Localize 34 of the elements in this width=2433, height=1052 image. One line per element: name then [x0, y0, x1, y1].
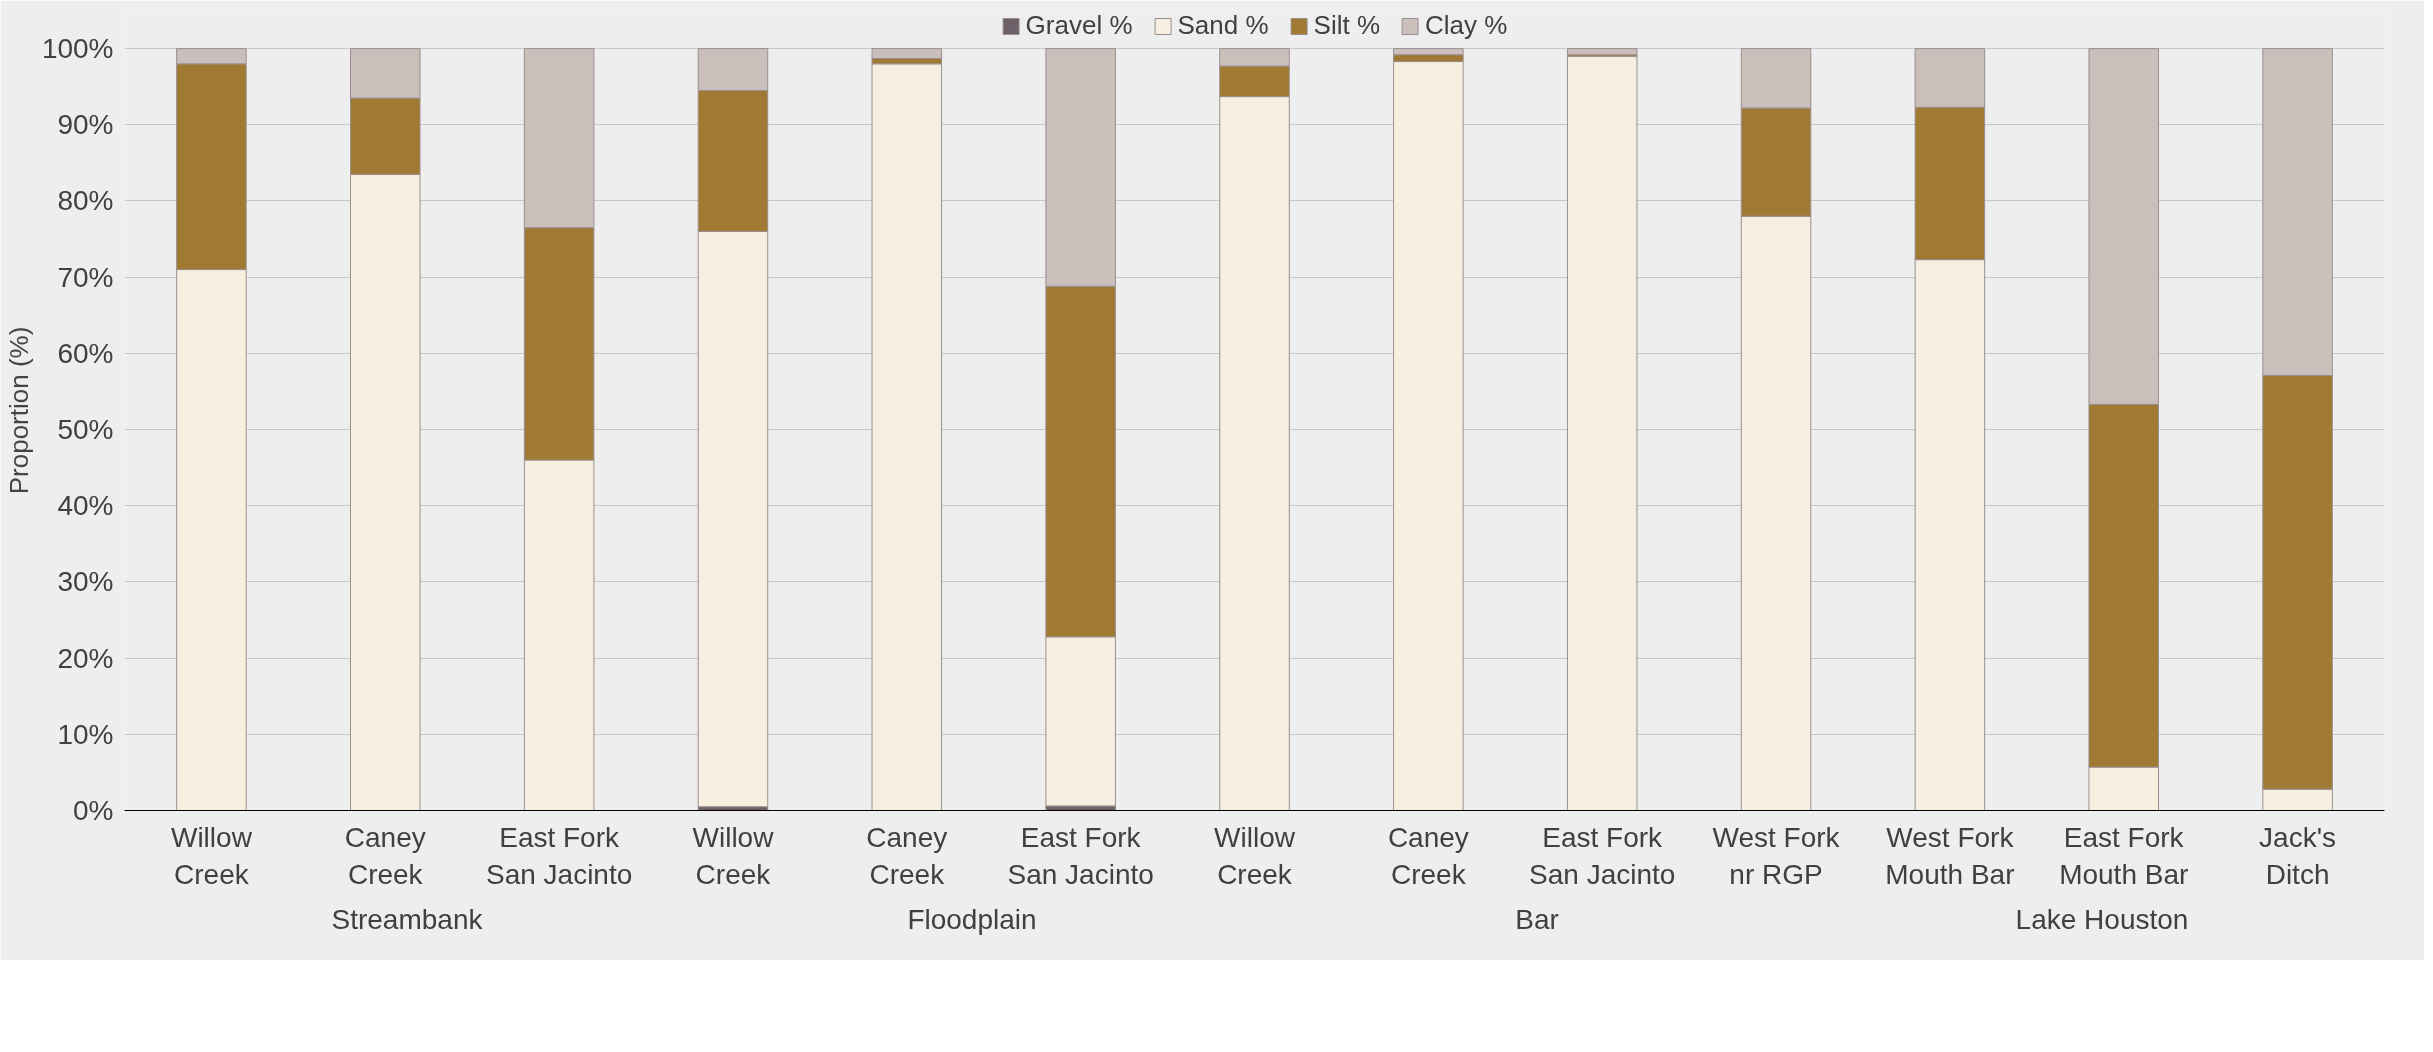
bar: [871, 63, 943, 811]
x-tick-label: Willow Creek: [692, 821, 775, 890]
x-tick-label: West Fork nr RGP: [1712, 821, 1841, 890]
x-tick-label: Willow Creek: [170, 821, 253, 890]
y-tick-label: 80%: [57, 185, 114, 217]
text: Floodplain: [907, 903, 1037, 935]
y-tick-label: 20%: [57, 642, 114, 674]
legend-label: Sand %: [1177, 10, 1269, 41]
x-tick-label: Caney Creek: [1387, 821, 1469, 890]
x-tick-label: Willow Creek: [1214, 821, 1296, 890]
y-tick-label: 0%: [73, 795, 114, 826]
y-tick-label: 40%: [57, 490, 114, 522]
x-tick-label: Caney Creek: [344, 821, 426, 890]
y-axis-title: Proportion (%): [3, 326, 34, 495]
y-tick-label: 10%: [57, 718, 114, 750]
text: Streambank: [331, 903, 484, 935]
y-tick-label: 70%: [57, 261, 114, 293]
legend-label: Silt %: [1313, 10, 1381, 41]
legend-label: Gravel %: [1025, 10, 1133, 41]
y-tick-label: 100%: [41, 33, 114, 65]
y-tick-label: 60%: [57, 337, 114, 369]
x-tick-label: West Fork Mouth Bar: [1885, 821, 2015, 890]
x-tick-label: Caney Creek: [866, 821, 948, 890]
y-tick-label: 90%: [57, 109, 114, 141]
legend-label: Clay %: [1425, 10, 1508, 41]
y-tick-label: 50%: [57, 414, 114, 446]
x-tick-label: East Fork San Jacinto: [485, 821, 633, 890]
x-tick-label: Jack's Ditch: [2259, 821, 2337, 890]
x-tick-label: East Fork San Jacinto: [1529, 821, 1676, 890]
x-tick-label: East Fork San Jacinto: [1007, 821, 1154, 890]
y-tick-label: 30%: [57, 566, 114, 598]
x-tick-label: East Fork Mouth Bar: [2059, 821, 2189, 890]
text: Lake Houston: [2015, 903, 2189, 935]
text: Bar: [1515, 903, 1559, 935]
